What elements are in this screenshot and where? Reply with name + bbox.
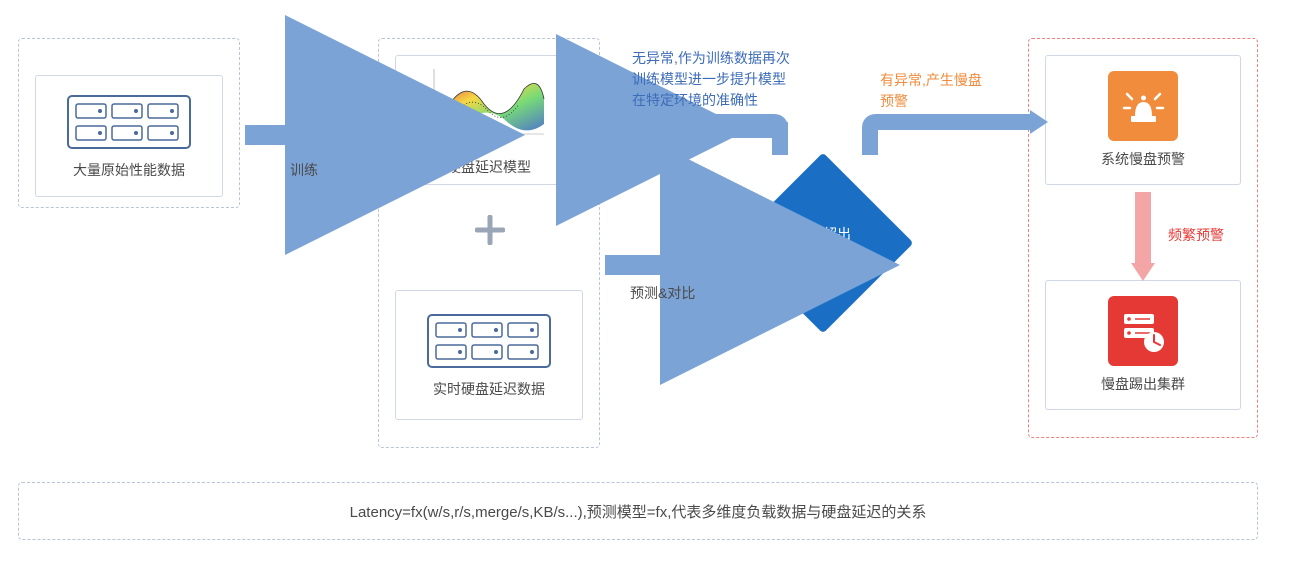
raw-data-box: 大量原始性能数据: [35, 75, 223, 197]
decision-text: 是否超出 预测延迟: [759, 224, 887, 266]
plus-icon: [475, 210, 505, 255]
kickout-label: 慢盘踢出集群: [1101, 374, 1185, 394]
alert-box: 系统慢盘预警: [1045, 55, 1241, 185]
kickout-box: 慢盘踢出集群: [1045, 280, 1241, 410]
anomaly-label: 有异常,产生慢盘 预警: [880, 70, 982, 112]
surface-plot-icon: [424, 64, 554, 149]
realtime-box: 实时硬盘延迟数据: [395, 290, 583, 420]
server-icon: [424, 311, 554, 371]
model-label: 硬盘延迟模型: [447, 157, 531, 177]
anomaly-line2: 预警: [880, 93, 908, 109]
alert-label: 系统慢盘预警: [1101, 149, 1185, 169]
anomaly-line1: 有异常,产生慢盘: [880, 72, 982, 88]
realtime-label: 实时硬盘延迟数据: [433, 379, 545, 399]
decision-line2: 预测延迟: [795, 247, 851, 263]
feedback-label: 无异常,作为训练数据再次 训练模型进一步提升模型 在特定环境的准确性: [632, 48, 790, 111]
formula-text: Latency=fx(w/s,r/s,merge/s,KB/s...),预测模型…: [350, 501, 927, 522]
server-clock-icon: [1108, 296, 1178, 366]
feedback-line2: 训练模型进一步提升模型: [632, 71, 786, 87]
predict-label: 预测&对比: [630, 283, 695, 303]
raw-data-label: 大量原始性能数据: [73, 160, 185, 180]
feedback-line3: 在特定环境的准确性: [632, 92, 758, 108]
feedback-line1: 无异常,作为训练数据再次: [632, 50, 790, 66]
train-label: 训练: [290, 160, 318, 180]
siren-icon: [1108, 71, 1178, 141]
model-box: 硬盘延迟模型: [395, 55, 583, 185]
frequent-label: 频繁预警: [1168, 225, 1224, 245]
formula-box: Latency=fx(w/s,r/s,merge/s,KB/s...),预测模型…: [18, 482, 1258, 540]
decision-line1: 是否超出: [795, 226, 851, 242]
server-icon: [64, 92, 194, 152]
